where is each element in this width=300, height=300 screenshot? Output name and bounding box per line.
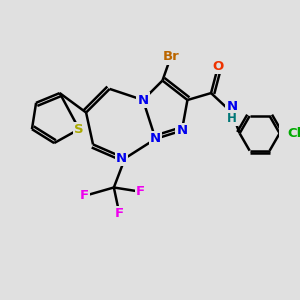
- Text: F: F: [115, 207, 124, 220]
- Text: O: O: [212, 60, 224, 73]
- Text: N: N: [137, 94, 148, 106]
- Text: N: N: [176, 124, 188, 137]
- Text: N: N: [226, 100, 237, 113]
- Text: F: F: [136, 185, 145, 198]
- Text: Br: Br: [162, 50, 179, 64]
- Text: N: N: [116, 152, 127, 165]
- Text: S: S: [74, 123, 84, 136]
- Text: F: F: [80, 189, 89, 202]
- Text: Cl: Cl: [288, 127, 300, 140]
- Text: N: N: [150, 132, 161, 146]
- Text: H: H: [227, 112, 237, 125]
